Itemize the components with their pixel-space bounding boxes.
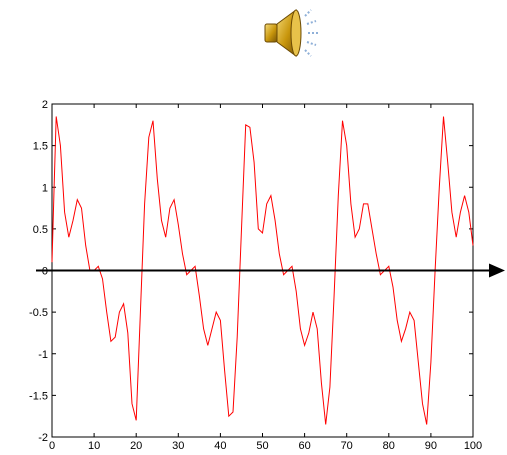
x-tick-label: 90 (425, 440, 437, 452)
x-tick-label: 30 (172, 440, 184, 452)
x-tick-label: 20 (130, 440, 142, 452)
x-tick-label: 60 (298, 440, 310, 452)
x-tick-label: 0 (49, 440, 55, 452)
x-tick-label: 70 (341, 440, 353, 452)
x-tick-label: 10 (88, 440, 100, 452)
y-tick-label: -2 (38, 432, 48, 444)
y-tick-label: 1 (42, 182, 48, 194)
speaker-volume-icon[interactable] (262, 2, 324, 64)
x-tick-label: 40 (214, 440, 226, 452)
y-tick-label: 1.5 (33, 141, 48, 153)
series-line (51, 116, 474, 425)
x-tick-label: 100 (464, 440, 482, 452)
y-tick-label: 2 (42, 99, 48, 111)
y-tick-label: 0.5 (33, 224, 48, 236)
x-tick-label: 80 (383, 440, 395, 452)
zero-arrow-head (489, 263, 505, 278)
x-tick-label: 50 (256, 440, 268, 452)
plot-area: 010203040506070809010021.510.50-0.5-1-1.… (29, 99, 505, 452)
y-tick-label: -1.5 (29, 390, 48, 402)
y-tick-label: -0.5 (29, 307, 48, 319)
y-tick-label: -1 (38, 349, 48, 361)
